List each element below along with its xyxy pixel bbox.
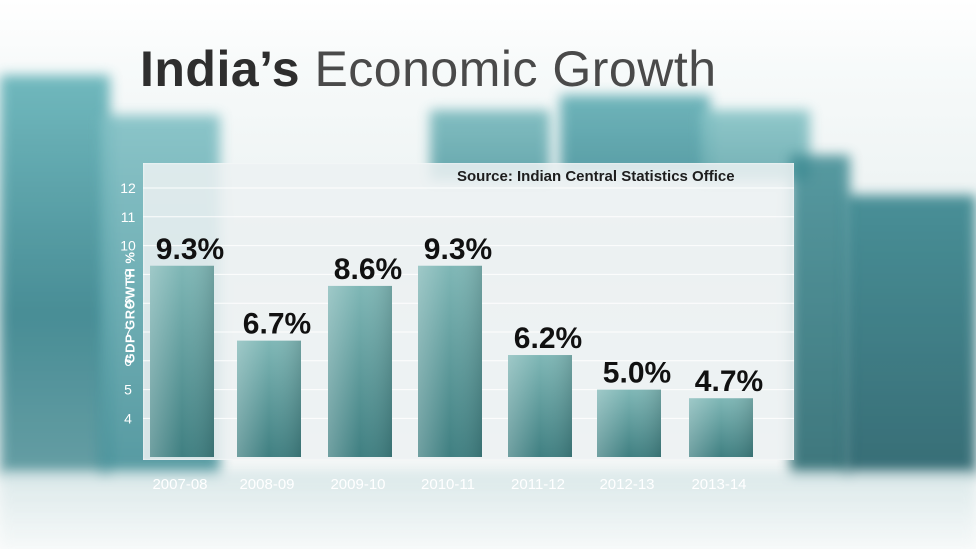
bar-group: 4.7% 2013-14	[689, 365, 763, 493]
bar-shading	[689, 398, 753, 457]
bar-shading	[150, 265, 214, 457]
title-light-text: Economic Growth	[314, 41, 717, 97]
y-tick-label: 6	[124, 353, 132, 369]
bar-shading	[328, 285, 392, 457]
bar-group: 5.0% 2012-13	[597, 357, 671, 493]
data-label: 9.3%	[424, 233, 492, 266]
y-tick-label: 12	[120, 180, 136, 196]
background-reflection	[0, 470, 976, 549]
y-tick-label: 11	[121, 209, 136, 225]
bar-group: 9.3% 2010-11	[418, 233, 492, 493]
bar-group: 8.6% 2009-10	[328, 253, 402, 493]
background-building	[790, 155, 850, 475]
x-tick-label: 2013-14	[691, 476, 746, 493]
x-tick-label: 2010-11	[421, 476, 475, 493]
bar-shading	[508, 355, 572, 457]
x-tick-label: 2012-13	[599, 476, 654, 493]
y-tick-label: 7	[124, 324, 132, 340]
bar-group: 6.2% 2011-12	[508, 322, 582, 493]
x-tick-label: 2007-08	[152, 476, 207, 493]
background-building	[0, 75, 110, 475]
background-building	[845, 195, 976, 475]
x-tick-label: 2009-10	[330, 476, 385, 493]
data-label: 4.7%	[695, 365, 763, 398]
y-tick-label: 5	[124, 382, 132, 398]
data-label: 8.6%	[334, 253, 402, 286]
x-tick-label: 2008-09	[239, 476, 294, 493]
y-tick-label: 9	[124, 266, 132, 282]
data-label: 5.0%	[603, 357, 671, 390]
bar-group: 9.3% 2007-08	[150, 233, 224, 493]
data-label: 6.2%	[514, 322, 582, 355]
data-label: 6.7%	[243, 308, 311, 341]
source-note: Source: Indian Central Statistics Office	[457, 168, 735, 185]
chart-title: India’s Economic Growth	[140, 40, 717, 98]
bar-shading	[418, 265, 482, 457]
bar-shading	[237, 340, 301, 457]
bar-shading	[597, 389, 661, 457]
title-bold-text: India’s	[140, 41, 301, 97]
data-label: 9.3%	[156, 233, 224, 266]
x-tick-label: 2011-12	[511, 476, 565, 493]
y-tick-label: 8	[124, 295, 132, 311]
bar-group: 6.7% 2008-09	[237, 308, 311, 493]
y-tick-label: 10	[120, 238, 136, 254]
background-building	[560, 95, 710, 175]
y-tick-label: 4	[124, 410, 132, 426]
